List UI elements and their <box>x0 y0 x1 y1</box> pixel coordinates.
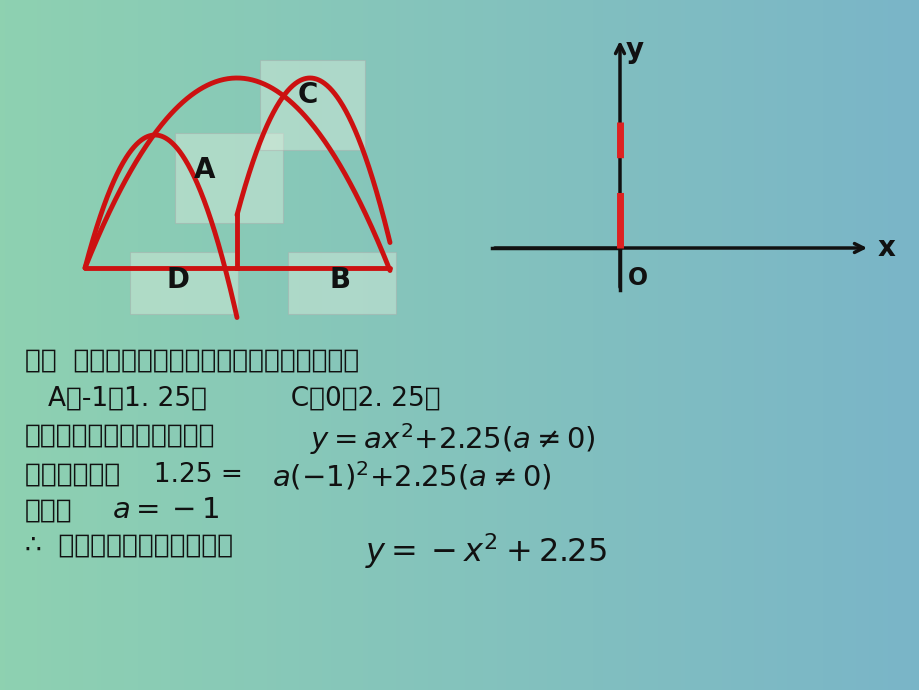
Text: 解：  建立如图所示的直角坐标系，由题意得：: 解： 建立如图所示的直角坐标系，由题意得： <box>25 348 358 374</box>
Text: $a(-1)^{2}$+2.25$(a \neq 0)$: $a(-1)^{2}$+2.25$(a \neq 0)$ <box>272 460 551 493</box>
Text: A（-1，1. 25）          C（0，2. 25）: A（-1，1. 25） C（0，2. 25） <box>48 386 440 412</box>
Bar <box>130 252 238 314</box>
Text: C: C <box>298 81 318 109</box>
Text: y: y <box>625 36 643 64</box>
Text: B: B <box>329 266 350 294</box>
Text: $a=-1$: $a=-1$ <box>112 496 219 524</box>
Text: O: O <box>628 266 647 290</box>
Text: $y=-x^{2}+2.25$: $y=-x^{2}+2.25$ <box>365 531 607 571</box>
Text: 解得：: 解得： <box>25 498 73 524</box>
Bar <box>175 133 283 223</box>
Bar <box>260 60 365 150</box>
Text: $y = ax^{2}$+2.25$(a \neq 0)$: $y = ax^{2}$+2.25$(a \neq 0)$ <box>310 421 596 457</box>
Text: A: A <box>194 156 216 184</box>
Text: 由题意可得：    1.25 =: 由题意可得： 1.25 = <box>25 462 251 488</box>
Bar <box>288 252 395 314</box>
Text: ∴  抛物线的函数解析式为：: ∴ 抛物线的函数解析式为： <box>25 533 250 559</box>
Text: 设抛物线的函数解析式为：: 设抛物线的函数解析式为： <box>25 423 215 449</box>
Text: D: D <box>166 266 189 294</box>
Text: x: x <box>877 234 895 262</box>
